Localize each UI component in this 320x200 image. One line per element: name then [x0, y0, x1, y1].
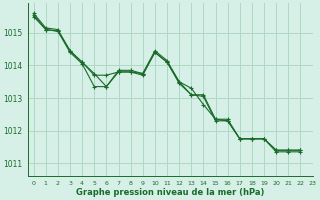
- X-axis label: Graphe pression niveau de la mer (hPa): Graphe pression niveau de la mer (hPa): [76, 188, 264, 197]
